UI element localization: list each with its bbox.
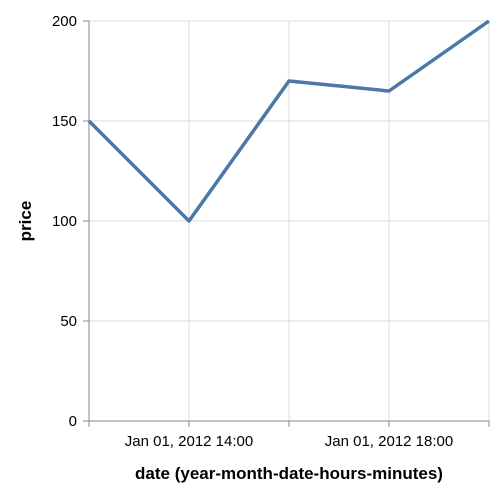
axes: 0 50 100 150 200 Jan 01, 2012 14:00 Jan 01, 20… <box>52 13 490 450</box>
x-tick-label: Jan 01, 2012 14:00 <box>125 433 253 450</box>
y-tick-label: 150 <box>52 113 77 130</box>
y-tick-label: 0 <box>69 413 77 430</box>
y-tick-label: 100 <box>52 213 77 230</box>
series-line <box>87 19 491 223</box>
plot-area <box>87 19 491 223</box>
x-tick-label: Jan 01, 2012 18:00 <box>325 433 453 450</box>
x-axis-title: date (year-month-date-hours-minutes) <box>135 464 443 483</box>
y-tick-label: 200 <box>52 13 77 30</box>
y-tick-label: 50 <box>60 313 77 330</box>
y-axis-title: price <box>16 201 35 242</box>
